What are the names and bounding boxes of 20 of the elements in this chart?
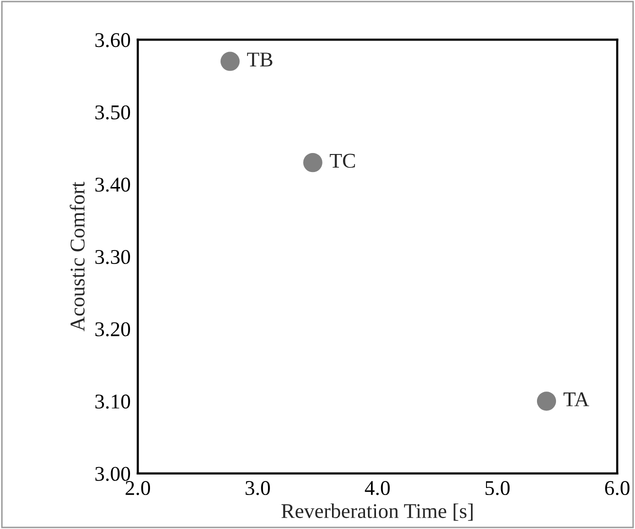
point bbox=[220, 52, 240, 71]
x-tick-label: 4.0 bbox=[364, 481, 390, 496]
y-tick-label: 3.40 bbox=[95, 178, 130, 192]
x-tick-label: 5.0 bbox=[486, 481, 510, 496]
y-tick-label: 3.30 bbox=[95, 250, 130, 264]
x-axis-title: Reverberation Time [s] bbox=[281, 503, 473, 521]
y-tick-label: 3.00 bbox=[95, 466, 130, 481]
x-tick-label: 3.0 bbox=[246, 481, 270, 496]
y-axis-title: Acoustic Comfort bbox=[70, 182, 85, 332]
annotation: TB bbox=[247, 52, 272, 66]
y-tick-label: 3.10 bbox=[95, 394, 130, 409]
y-tick-label: 3.60 bbox=[95, 33, 130, 48]
point bbox=[303, 153, 322, 172]
point bbox=[536, 392, 556, 411]
annotation: TA bbox=[564, 392, 590, 406]
annotation: TC bbox=[330, 154, 355, 168]
y-tick-label: 3.50 bbox=[95, 105, 130, 120]
x-tick-label: 2.0 bbox=[126, 481, 150, 496]
x-tick-label: 6.0 bbox=[605, 481, 630, 496]
y-tick-label: 3.20 bbox=[95, 322, 130, 336]
